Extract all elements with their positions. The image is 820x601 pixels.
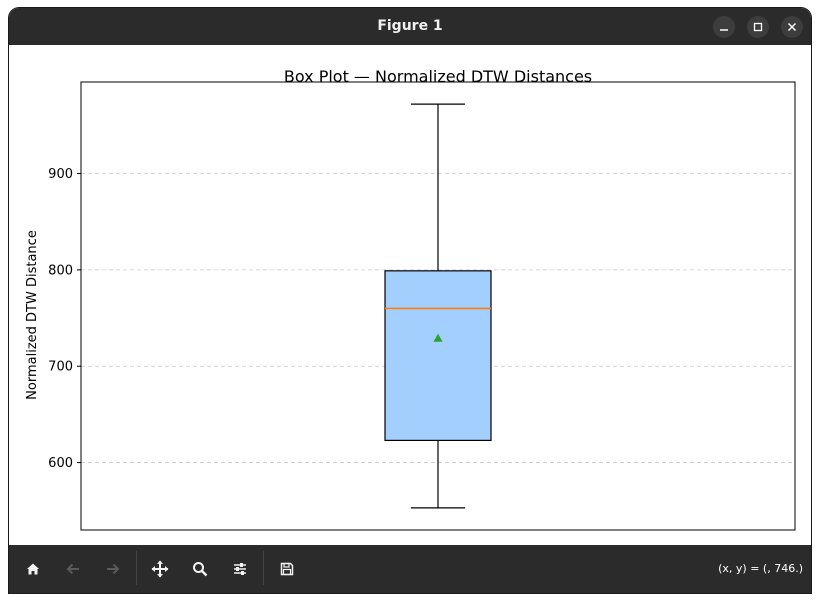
y-axis-ticks: 600 700 800 900 (48, 167, 81, 471)
save-icon (280, 562, 294, 576)
toolbar-separator (263, 551, 264, 585)
window-title: Figure 1 (377, 18, 443, 34)
box-plot (384, 103, 492, 509)
axes-frame (80, 81, 796, 531)
title-bar: Figure 1 (9, 8, 811, 45)
forward-arrow-icon (107, 563, 120, 575)
close-icon (787, 22, 797, 32)
y-tick-label: 600 (48, 456, 73, 471)
configure-subplots-button[interactable] (228, 557, 252, 581)
y-axis-label: Normalized DTW Distance (25, 230, 40, 400)
home-button[interactable] (21, 557, 45, 581)
home-icon (27, 563, 39, 575)
save-button[interactable] (275, 557, 299, 581)
plot-canvas[interactable]: Box Plot — Normalized DTW Distances Norm… (9, 45, 811, 545)
chart-title: Box Plot — Normalized DTW Distances (284, 67, 592, 86)
zoom-button[interactable] (188, 557, 212, 581)
forward-button[interactable] (101, 557, 125, 581)
pan-button[interactable] (148, 557, 172, 581)
toolbar-separator (136, 551, 137, 585)
y-tick-label: 700 (48, 360, 73, 375)
zoom-icon (193, 562, 208, 577)
maximize-icon (753, 22, 763, 32)
y-tick-label: 800 (48, 263, 73, 278)
cursor-coordinates: (x, y) = (, 746.) (718, 562, 803, 575)
maximize-button[interactable] (747, 16, 769, 38)
navigation-toolbar: (x, y) = (, 746.) (9, 545, 811, 593)
box-plot-chart: Box Plot — Normalized DTW Distances Norm… (25, 67, 796, 531)
back-button[interactable] (61, 557, 85, 581)
minimize-button[interactable] (713, 16, 735, 38)
interquartile-box (384, 270, 492, 442)
pan-icon (151, 560, 169, 578)
figure-window: Figure 1 Box Plot — Normalized DTW Dista… (9, 8, 811, 593)
configure-subplots-icon (234, 563, 246, 575)
close-button[interactable] (781, 16, 803, 38)
y-tick-label: 900 (48, 167, 73, 182)
mean-marker (433, 333, 443, 342)
minimize-icon (720, 29, 728, 31)
back-arrow-icon (66, 563, 79, 575)
